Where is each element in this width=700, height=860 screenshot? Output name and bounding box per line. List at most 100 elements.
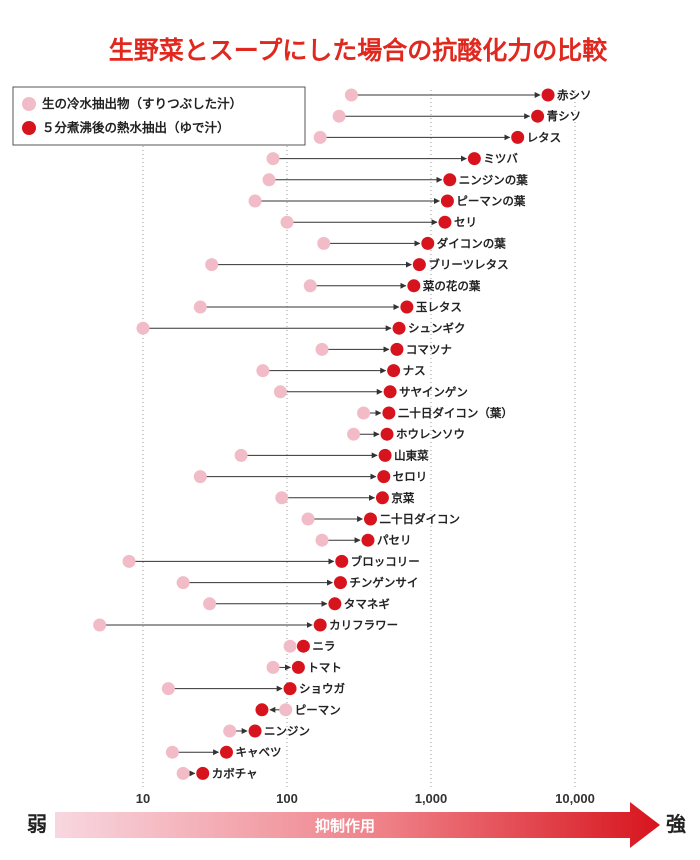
raw-point xyxy=(193,470,207,484)
weak-label: 弱 xyxy=(27,812,47,836)
axis-caption: 抑制作用 xyxy=(315,817,375,835)
boiled-point xyxy=(443,173,457,187)
vegetable-row: カボチャ xyxy=(176,766,258,780)
vegetable-row: ブリーツレタス xyxy=(205,258,509,272)
raw-point xyxy=(176,576,190,590)
boiled-point xyxy=(333,576,347,590)
vegetable-row: パセリ xyxy=(315,533,411,547)
vegetable-row: レタス xyxy=(313,130,561,144)
legend-raw-marker xyxy=(22,97,36,111)
vegetable-label: ショウガ xyxy=(299,682,345,696)
boiled-point xyxy=(440,194,454,208)
vegetable-label: ブリーツレタス xyxy=(428,258,508,272)
vegetable-label: ニンジン xyxy=(264,724,310,738)
vegetable-row: ショウガ xyxy=(161,682,346,696)
raw-point xyxy=(248,194,262,208)
vegetable-label: パセリ xyxy=(377,533,412,547)
boiled-point xyxy=(412,258,426,272)
strength-axis-bar: 弱 抑制作用 強 xyxy=(27,802,686,848)
vegetable-label: ニラ xyxy=(312,639,335,653)
vegetable-label: ダイコンの葉 xyxy=(437,236,506,250)
boiled-point xyxy=(511,130,525,144)
legend-boiled-marker xyxy=(22,121,36,135)
raw-point xyxy=(273,385,287,399)
raw-point xyxy=(332,109,346,123)
raw-point xyxy=(280,215,294,229)
boiled-point xyxy=(219,745,233,759)
vegetable-label: 玉レタス xyxy=(416,300,462,314)
raw-point xyxy=(136,321,150,335)
raw-point xyxy=(203,597,217,611)
raw-point xyxy=(283,639,297,653)
x-tick-label: 10,000 xyxy=(555,791,595,806)
grid-lines xyxy=(142,90,576,788)
boiled-point xyxy=(383,385,397,399)
strength-arrow-bar xyxy=(55,802,660,848)
boiled-point xyxy=(390,342,404,356)
vegetable-label: ホウレンソウ xyxy=(396,427,465,441)
raw-point xyxy=(303,279,317,293)
vegetable-label: 二十日ダイコン xyxy=(379,512,460,526)
vegetable-row: 二十日ダイコン（葉） xyxy=(357,406,513,420)
raw-point xyxy=(256,364,270,378)
legend-boiled-label: ５分煮沸後の熱水抽出（ゆで汁） xyxy=(42,120,230,135)
raw-point xyxy=(313,130,327,144)
vegetable-row: ナス xyxy=(256,364,426,378)
raw-point xyxy=(262,173,276,187)
vegetable-label: 赤シソ xyxy=(557,88,592,102)
vegetable-row: 山東菜 xyxy=(234,448,429,462)
vegetable-label: ミツバ xyxy=(483,152,518,166)
vegetable-row: ホウレンソウ xyxy=(347,427,465,441)
raw-point xyxy=(266,660,280,674)
boiled-point xyxy=(421,236,435,250)
vegetable-label: セロリ xyxy=(393,470,428,484)
raw-point xyxy=(193,300,207,314)
vegetable-row: ニラ xyxy=(283,639,335,653)
vegetable-label: ナス xyxy=(403,364,426,378)
raw-point xyxy=(315,533,329,547)
legend-raw-label: 生の冷水抽出物（すりつぶした汁） xyxy=(42,96,242,111)
x-tick-label: 100 xyxy=(276,791,298,806)
raw-point xyxy=(301,512,315,526)
boiled-point xyxy=(291,660,305,674)
vegetable-row: 赤シソ xyxy=(344,88,592,102)
boiled-point xyxy=(380,427,394,441)
x-tick-label: 10 xyxy=(136,791,150,806)
boiled-point xyxy=(377,470,391,484)
raw-point xyxy=(279,703,293,717)
raw-point xyxy=(344,88,358,102)
vegetable-label: 京菜 xyxy=(391,491,414,505)
raw-point xyxy=(93,618,107,632)
vegetable-label: シュンギク xyxy=(408,321,466,335)
vegetable-row: 菜の花の葉 xyxy=(303,279,481,293)
raw-point xyxy=(223,724,237,738)
raw-point xyxy=(266,152,280,166)
vegetable-row: カリフラワー xyxy=(93,618,398,632)
vegetable-row: セロリ xyxy=(193,470,428,484)
vegetable-row: セリ xyxy=(280,215,477,229)
boiled-point xyxy=(531,109,545,123)
legend: 生の冷水抽出物（すりつぶした汁） ５分煮沸後の熱水抽出（ゆで汁） xyxy=(12,86,306,146)
vegetable-label: セリ xyxy=(454,215,477,229)
vegetable-row: 青シソ xyxy=(332,109,582,123)
raw-point xyxy=(205,258,219,272)
raw-point xyxy=(122,554,136,568)
vegetable-row: ブロッコリー xyxy=(122,554,420,568)
boiled-point xyxy=(196,766,210,780)
boiled-point xyxy=(328,597,342,611)
vegetable-label: 青シソ xyxy=(547,109,582,123)
boiled-point xyxy=(467,152,481,166)
boiled-point xyxy=(255,703,269,717)
boiled-point xyxy=(361,533,375,547)
boiled-point xyxy=(438,215,452,229)
vegetable-row: トマト xyxy=(266,660,342,674)
vegetable-row: ニンジン xyxy=(223,724,310,738)
vegetable-row: シュンギク xyxy=(136,321,466,335)
chart-title: 生野菜とスープにした場合の抗酸化力の比較 xyxy=(109,36,609,65)
raw-point xyxy=(165,745,179,759)
raw-point xyxy=(357,406,371,420)
raw-point xyxy=(315,342,329,356)
vegetable-row: タマネギ xyxy=(203,597,390,611)
vegetable-row: コマツナ xyxy=(315,342,452,356)
